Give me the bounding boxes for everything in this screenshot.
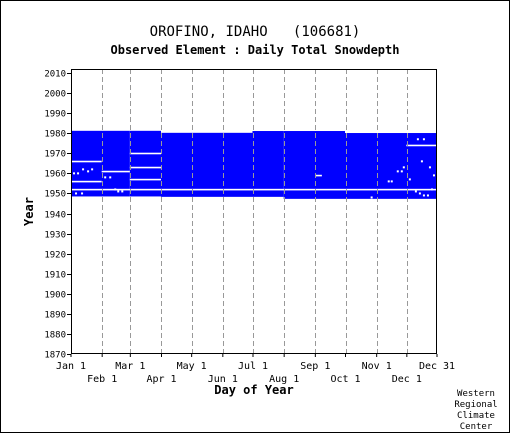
x-tick-label: Feb 1: [87, 374, 117, 385]
missing-period: [129, 178, 161, 181]
y-tick-label: 1940: [44, 211, 66, 221]
y-tick-label: 2000: [44, 90, 66, 100]
axis-labels: 2010 2000 1990 1980 1970 1960 1950 1940 1930 1920…: [22, 70, 455, 398]
missing-point: [430, 188, 433, 191]
x-tick-label: Apr 1: [146, 374, 176, 385]
missing-point: [428, 166, 431, 169]
missing-point: [390, 180, 393, 183]
missing-point: [370, 196, 373, 199]
y-tick-label: 1890: [44, 311, 66, 321]
x-tick-label: Nov 1: [362, 361, 392, 372]
missing-point: [81, 192, 84, 195]
missing-point: [109, 176, 112, 179]
missing-point: [77, 172, 80, 175]
missing-point: [432, 174, 435, 177]
y-axis-title: Year: [22, 197, 36, 226]
y-tick-label: 1870: [44, 351, 66, 361]
missing-period: [129, 152, 161, 155]
missing-period: [315, 174, 322, 177]
x-tick-label: Aug 1: [269, 374, 299, 385]
missing-point: [114, 188, 117, 191]
y-tick-label: 1980: [44, 130, 66, 140]
data-block: [344, 133, 437, 199]
y-tick-label: 1950: [44, 190, 66, 200]
missing-point: [416, 138, 419, 141]
x-tick-label: Jun 1: [208, 374, 238, 385]
y-tick-label: 1920: [44, 251, 66, 261]
missing-point: [414, 190, 417, 193]
missing-period: [406, 144, 437, 147]
missing-point: [420, 160, 423, 163]
missing-point: [121, 190, 124, 193]
credit-text: Western Regional Climate Center: [454, 389, 498, 432]
x-tick-label: Dec 1: [392, 374, 422, 385]
station-title: OROFINO, IDAHO (106681): [149, 24, 361, 40]
chart-subtitle: Observed Element : Daily Total Snowdepth: [110, 43, 400, 57]
y-tick-label: 1930: [44, 231, 66, 241]
missing-point: [117, 190, 120, 193]
x-tick-label: Mar 1: [115, 361, 145, 372]
x-tick-label: May 1: [177, 361, 207, 372]
missing-point: [402, 166, 405, 169]
missing-point: [400, 170, 403, 173]
x-axis-title: Day of Year: [214, 383, 293, 397]
missing-point: [396, 170, 399, 173]
y-tick-label: 1990: [44, 110, 66, 120]
y-tick-label: 1910: [44, 271, 66, 281]
missing-period: [71, 160, 102, 163]
plot-border: [71, 69, 437, 354]
y-tick-label: 2010: [44, 70, 66, 80]
missing-point: [422, 138, 425, 141]
y-tick-label: 1970: [44, 150, 66, 160]
data-block: [283, 131, 345, 199]
data-block: [160, 132, 253, 197]
missing-point: [82, 168, 85, 171]
data-blocks: [71, 130, 437, 199]
x-tick-label: Jan 1: [56, 361, 86, 372]
missing-point: [91, 168, 94, 171]
missing-point: [387, 180, 390, 183]
y-tick-label: 1900: [44, 291, 66, 301]
missing-point: [87, 170, 90, 173]
data-block: [252, 131, 284, 197]
missing-point: [75, 192, 78, 195]
data-block: [71, 130, 130, 197]
y-tick-label: 1960: [44, 170, 66, 180]
missing-point: [418, 192, 421, 195]
data-block: [129, 130, 161, 197]
x-tick-label: Dec 31: [419, 361, 455, 372]
missing-point: [426, 194, 429, 197]
missing-period: [129, 166, 161, 169]
missing-point: [73, 172, 76, 175]
x-tick-label: Jul 1: [238, 361, 268, 372]
missing-point: [104, 176, 107, 179]
missing-period: [71, 180, 102, 183]
missing-point: [408, 178, 411, 181]
missing-period: [101, 170, 130, 173]
x-tick-label: Sep 1: [300, 361, 330, 372]
y-tick-label: 1880: [44, 331, 66, 341]
x-tick-label: Oct 1: [330, 374, 360, 385]
missing-point: [422, 194, 425, 197]
axes: [67, 69, 438, 357]
grid-lines: [102, 69, 408, 354]
